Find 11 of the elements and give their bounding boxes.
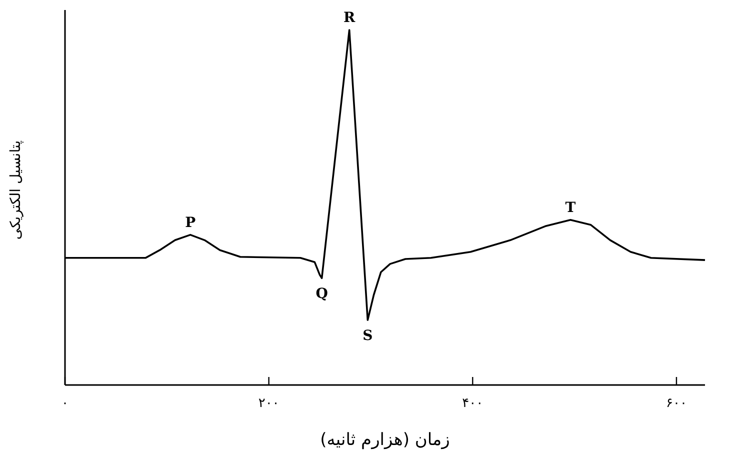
x-tick-label: ۴۰۰ <box>462 396 484 411</box>
x-tick-label: ۰ <box>62 396 68 411</box>
annotation: R <box>344 10 356 26</box>
x-tick-label: ۲۰۰ <box>258 396 280 411</box>
annotation: P <box>185 214 196 231</box>
annotation: T <box>565 200 576 216</box>
annotation: S <box>362 328 373 344</box>
annotation: Q <box>316 286 328 302</box>
y-axis-title: پتانسیل الکتریکی <box>8 140 24 240</box>
x-tick-label: ۶۰۰ <box>666 396 687 411</box>
x-axis-title: زمان (هزارم ثانیه) <box>320 430 450 450</box>
